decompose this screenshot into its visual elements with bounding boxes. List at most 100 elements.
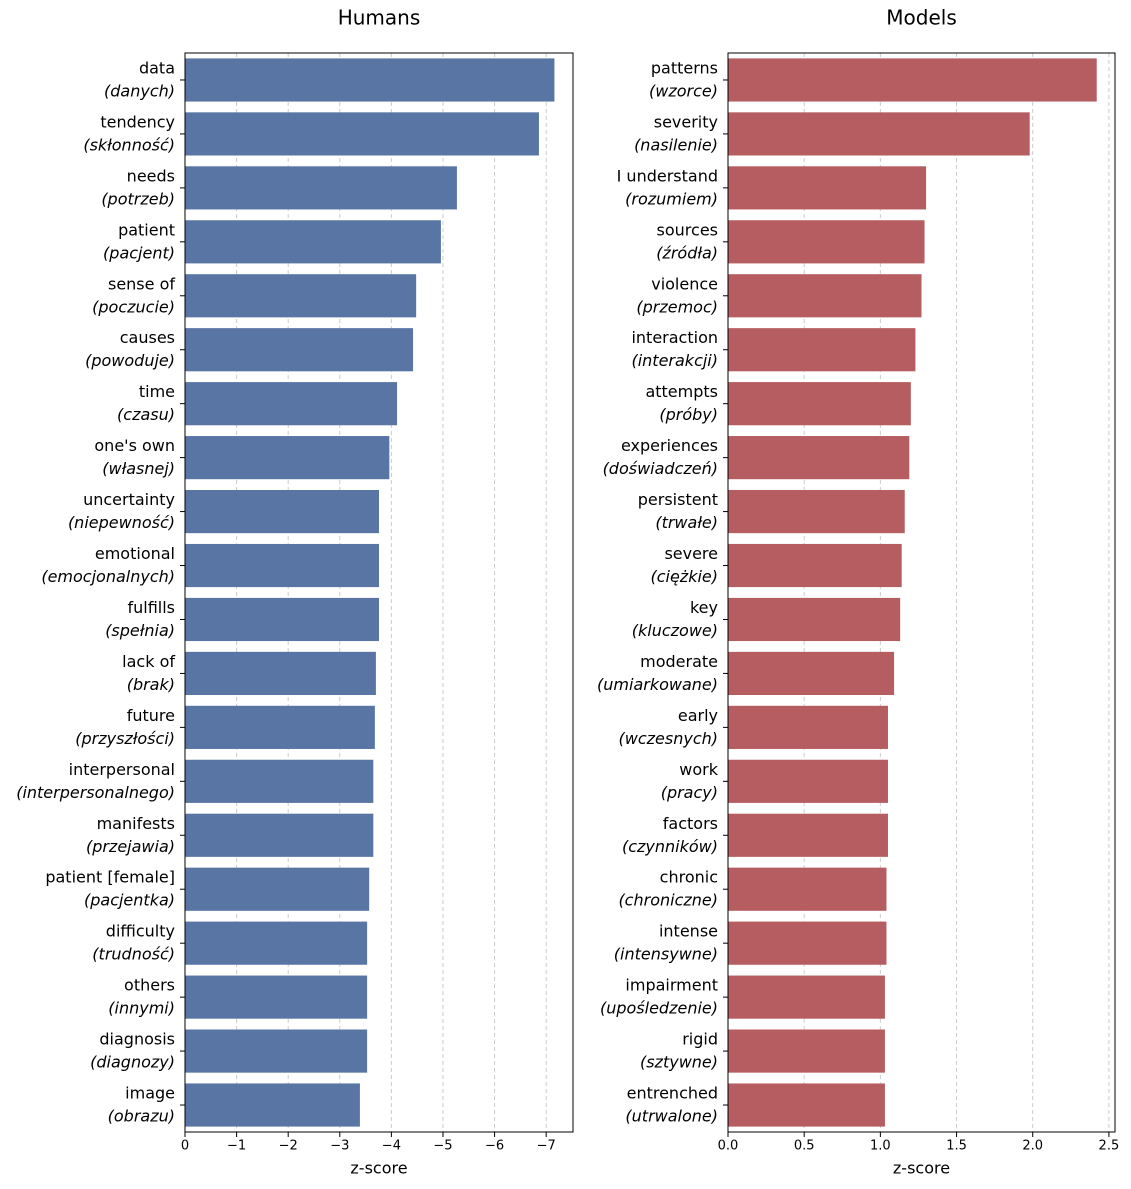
- x-tick-label: 1.0: [870, 1139, 891, 1154]
- x-tick-label: 2.5: [1099, 1139, 1120, 1154]
- x-tick-label: −5: [433, 1139, 452, 1154]
- y-tick-translation: (brak): [127, 675, 175, 694]
- bar: [185, 759, 374, 803]
- y-tick-label: early: [678, 706, 718, 725]
- y-tick-label: patterns: [651, 58, 718, 77]
- bar: [185, 705, 375, 749]
- y-tick-label: uncertainty: [83, 490, 175, 509]
- bar: [185, 867, 370, 911]
- y-tick-translation: (czynników): [622, 837, 718, 856]
- y-tick-label: interaction: [631, 328, 718, 347]
- x-tick-label: −3: [330, 1139, 349, 1154]
- y-tick-translation: (rozumiem): [625, 189, 718, 208]
- y-tick-label: emotional: [95, 544, 175, 563]
- y-tick-label: tendency: [100, 112, 175, 131]
- y-tick-translation: (diagnozy): [90, 1053, 175, 1072]
- bar: [185, 58, 555, 102]
- bar: [185, 328, 414, 372]
- y-tick-label: needs: [127, 166, 175, 185]
- y-tick-translation: (nasilenie): [634, 135, 718, 154]
- bar: [185, 112, 539, 156]
- bar: [728, 58, 1097, 102]
- x-tick-label: −6: [485, 1139, 504, 1154]
- y-tick-label: time: [139, 382, 175, 401]
- bar: [185, 651, 376, 696]
- y-tick-label: intense: [659, 922, 718, 941]
- y-tick-translation: (wczesnych): [619, 729, 719, 748]
- y-tick-label: diagnosis: [99, 1030, 175, 1049]
- y-tick-translation: (upośledzenie): [600, 999, 718, 1018]
- bar: [728, 1083, 885, 1127]
- x-tick-label: −1: [227, 1139, 246, 1154]
- y-tick-translation: (interpersonalnego): [16, 783, 175, 802]
- y-tick-translation: (wzorce): [649, 81, 718, 100]
- y-tick-translation: (danych): [104, 81, 175, 100]
- bar: [728, 975, 885, 1019]
- y-tick-translation: (umiarkowane): [597, 675, 718, 694]
- y-tick-label: violence: [651, 274, 718, 293]
- y-tick-label: causes: [120, 328, 175, 347]
- y-tick-translation: (skłonność): [83, 135, 175, 154]
- y-tick-translation: (trwałe): [655, 513, 718, 532]
- y-tick-label: rigid: [682, 1030, 718, 1049]
- y-tick-translation: (powoduje): [85, 351, 175, 370]
- y-tick-label: persistent: [638, 490, 718, 509]
- bar: [185, 921, 368, 965]
- y-tick-label: sense of: [108, 274, 175, 293]
- y-tick-translation: (źródła): [656, 243, 718, 262]
- y-tick-label: patient [female]: [45, 868, 175, 887]
- x-tick-label: 2.0: [1022, 1139, 1043, 1154]
- y-tick-translation: (własnej): [102, 459, 175, 478]
- bar: [185, 1083, 360, 1127]
- y-tick-translation: (czasu): [117, 405, 175, 424]
- bar: [728, 921, 887, 965]
- y-tick-label: one's own: [94, 436, 175, 455]
- y-tick-label: severity: [654, 112, 718, 131]
- x-tick-label: 0: [181, 1139, 189, 1154]
- bar: [185, 543, 379, 588]
- x-axis-label: z-score: [350, 1159, 407, 1178]
- x-tick-label: −7: [537, 1139, 556, 1154]
- bar: [185, 975, 368, 1019]
- bar: [728, 1029, 885, 1073]
- bar: [728, 597, 901, 642]
- y-tick-label: key: [690, 598, 718, 617]
- y-tick-translation: (pacjentka): [84, 891, 175, 910]
- y-tick-label: impairment: [625, 976, 718, 995]
- y-tick-label: factors: [663, 814, 718, 833]
- bar: [728, 382, 911, 426]
- bar: [185, 382, 398, 426]
- y-tick-label: fulfills: [127, 598, 175, 617]
- bar: [728, 112, 1030, 156]
- bar: [728, 651, 895, 696]
- y-tick-label: work: [679, 760, 718, 779]
- y-tick-label: lack of: [122, 652, 175, 671]
- bar: [728, 436, 910, 480]
- bar: [728, 543, 902, 588]
- y-tick-label: entrenched: [627, 1084, 718, 1103]
- y-tick-translation: (intensywne): [614, 945, 718, 964]
- bar: [728, 813, 888, 857]
- y-tick-translation: (emocjonalnych): [41, 567, 175, 586]
- y-tick-label: data: [139, 58, 175, 77]
- y-tick-label: interpersonal: [69, 760, 175, 779]
- bar: [185, 813, 374, 857]
- y-tick-translation: (potrzeb): [101, 189, 175, 208]
- bar: [185, 166, 457, 210]
- y-tick-translation: (przemoc): [636, 297, 718, 316]
- bar: [185, 436, 390, 480]
- y-tick-translation: (trudność): [92, 945, 175, 964]
- y-tick-translation: (obrazu): [108, 1107, 175, 1126]
- x-tick-label: −2: [279, 1139, 298, 1154]
- bar: [185, 1029, 368, 1073]
- y-tick-label: image: [125, 1084, 175, 1103]
- y-tick-label: patient: [118, 220, 175, 239]
- x-axis-label: z-score: [893, 1159, 950, 1178]
- y-tick-translation: (niepewność): [68, 513, 175, 532]
- x-tick-label: 0.0: [718, 1139, 739, 1154]
- y-tick-label: experiences: [621, 436, 718, 455]
- bar: [728, 328, 916, 372]
- bar: [728, 867, 887, 911]
- y-tick-label: others: [124, 976, 175, 995]
